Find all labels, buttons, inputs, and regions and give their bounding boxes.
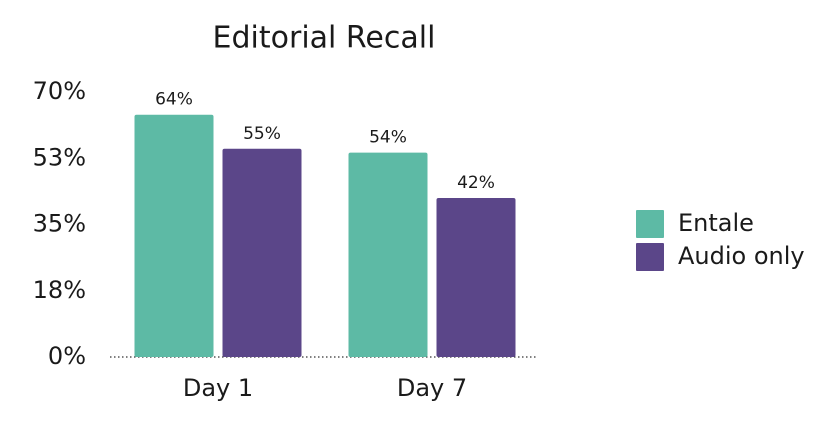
bar [222, 148, 302, 357]
legend-label: Entale [678, 209, 754, 237]
y-tick-label: 0% [48, 342, 86, 370]
legend-label: Audio only [678, 242, 805, 270]
value-label: 42% [457, 173, 495, 193]
value-label: 55% [243, 124, 281, 144]
bar [134, 114, 214, 357]
chart-title: Editorial Recall [213, 21, 436, 56]
y-tick-label: 53% [33, 143, 86, 171]
legend-swatch [636, 210, 664, 238]
value-label: 64% [155, 90, 193, 110]
y-tick-label: 35% [33, 210, 86, 238]
legend-swatch [636, 243, 664, 271]
bar [436, 198, 516, 357]
y-tick-label: 70% [33, 77, 86, 105]
bar [348, 152, 428, 357]
y-tick-label: 18% [33, 276, 86, 304]
x-tick-label: Day 7 [397, 374, 467, 402]
x-tick-label: Day 1 [183, 374, 253, 402]
value-label: 54% [369, 128, 407, 148]
